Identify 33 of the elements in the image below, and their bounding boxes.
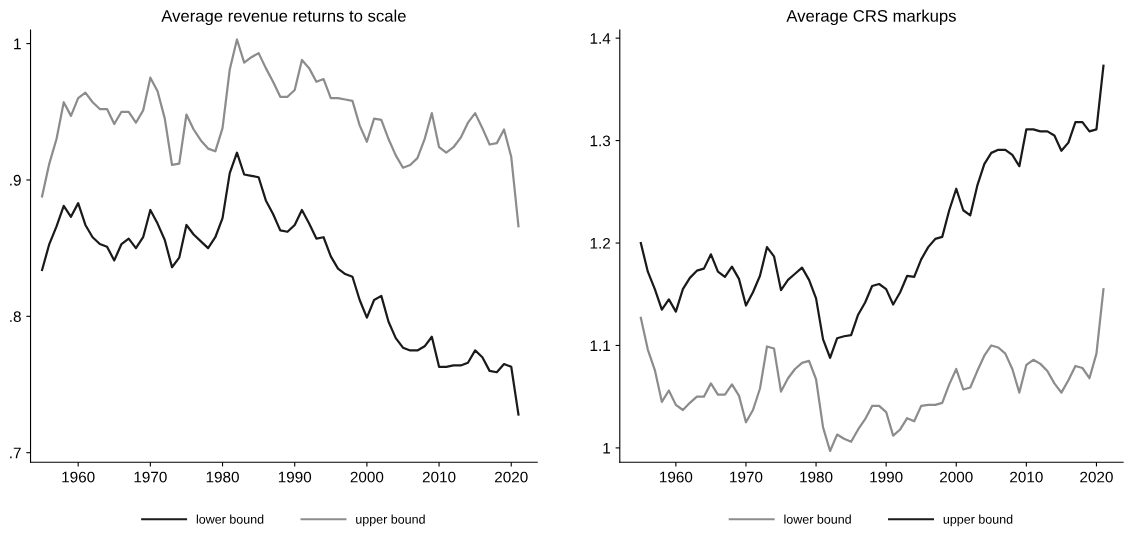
x-tick-label: 2020 [1080, 471, 1113, 483]
x-tick-label: 1960 [62, 471, 95, 483]
legend-label: lower bound [784, 514, 851, 524]
y-tick-label: .7 [10, 447, 21, 459]
y-tick-label: .9 [10, 174, 21, 186]
line-series [40, 151, 520, 416]
legend-label: upper bound [943, 514, 1013, 527]
x-tick-label: 2020 [495, 471, 528, 483]
y-tick-label: 1 [14, 38, 21, 50]
legend-label: upper bound [356, 514, 425, 527]
x-tick-label: 2010 [1010, 471, 1043, 483]
x-tick-label: 1960 [660, 471, 693, 483]
y-tick-label: 1.1 [590, 340, 611, 351]
x-tick-label: 1970 [730, 471, 763, 483]
legend-label: lower bound [196, 514, 264, 524]
x-tick-label: 2000 [940, 471, 973, 483]
line-series [639, 288, 1105, 453]
x-tick-label: 2000 [350, 471, 384, 483]
x-tick-label: 1980 [800, 471, 833, 483]
y-tick-label: 1.2 [590, 237, 610, 249]
x-tick-label: 1990 [278, 471, 312, 483]
chart-title: Average CRS markups [786, 9, 956, 26]
y-tick-label: 1.4 [590, 33, 611, 44]
x-tick-label: 1970 [134, 471, 167, 483]
chart-title: Average revenue returns to scale [161, 9, 406, 26]
y-tick-label: 1 [603, 442, 611, 454]
line-series [40, 38, 520, 228]
x-tick-label: 1980 [206, 471, 239, 483]
line-series [639, 64, 1105, 359]
x-tick-label: 1990 [870, 471, 903, 483]
y-tick-label: .8 [10, 311, 21, 323]
x-tick-label: 2010 [422, 471, 456, 483]
y-tick-label: 1.3 [590, 135, 611, 147]
